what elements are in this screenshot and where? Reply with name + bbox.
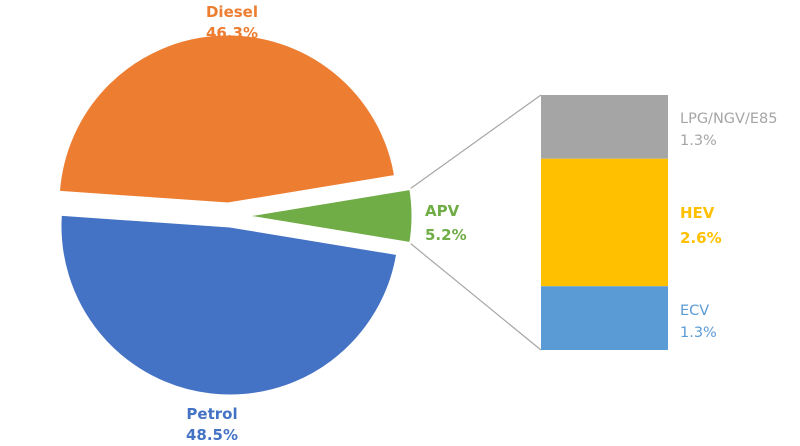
connector-bottom xyxy=(410,243,542,351)
diesel-value-label: 46.3% xyxy=(206,24,258,42)
petrol-label: Petrol xyxy=(186,405,237,423)
lpg-value-label: 1.3% xyxy=(680,133,717,149)
pie-slices xyxy=(56,32,415,398)
petrol-slice xyxy=(58,212,400,398)
diesel-label: Diesel xyxy=(206,3,258,21)
petrol-value-label: 48.5% xyxy=(186,426,238,444)
diesel-slice xyxy=(56,32,398,206)
ecv-label: ECV xyxy=(680,303,709,319)
ecv-value-label: 1.3% xyxy=(680,325,717,341)
apv-value-label: 5.2% xyxy=(425,226,467,244)
apv-slice xyxy=(242,186,415,246)
apv-label: APV xyxy=(425,202,460,220)
hev-segment xyxy=(541,158,668,287)
lpg-segment xyxy=(541,95,668,159)
connector-lines xyxy=(410,94,542,351)
connector-top xyxy=(410,94,542,189)
hev-label: HEV xyxy=(680,204,715,222)
hev-value-label: 2.6% xyxy=(680,229,722,247)
ecv-segment xyxy=(541,286,668,350)
lpg-label: LPG/NGV/E85 xyxy=(680,111,777,127)
breakdown-bar xyxy=(541,95,668,350)
